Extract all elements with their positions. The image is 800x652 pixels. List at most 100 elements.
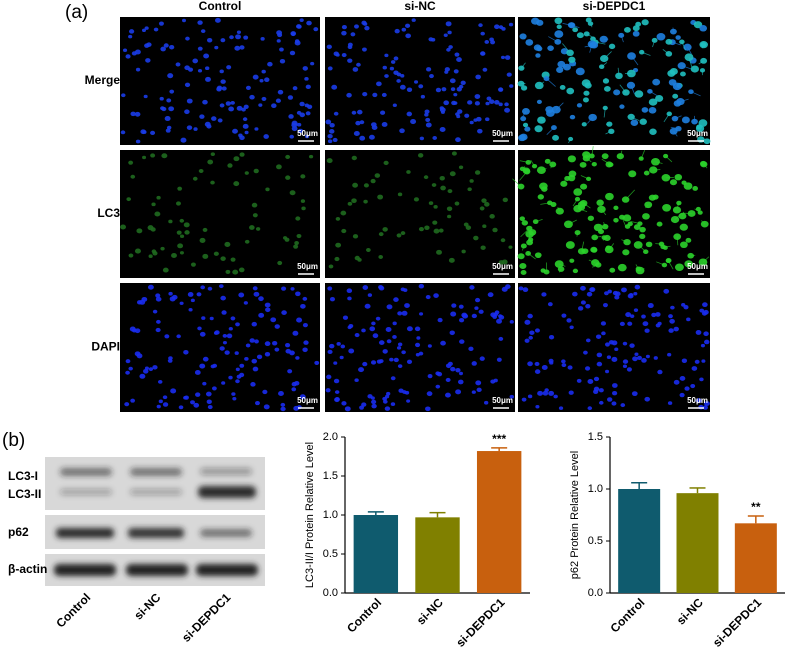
cell <box>618 32 625 38</box>
cell <box>396 233 402 238</box>
cell <box>300 174 306 179</box>
cell-process <box>630 85 635 95</box>
cell <box>206 399 212 404</box>
cell <box>258 312 265 318</box>
cell <box>258 103 263 107</box>
x-tick-label: si-DEPDC1 <box>710 595 764 649</box>
cell <box>239 45 245 50</box>
cell <box>644 328 650 333</box>
cell <box>289 50 296 56</box>
cell <box>372 333 379 339</box>
cell <box>567 365 573 370</box>
cell <box>290 32 296 37</box>
cell <box>352 182 358 188</box>
cell <box>521 397 527 402</box>
cell <box>471 390 476 394</box>
cell <box>325 119 332 125</box>
cell <box>177 243 184 249</box>
cell <box>461 249 466 254</box>
cell <box>327 133 333 139</box>
cell <box>699 377 704 382</box>
cell <box>352 67 359 72</box>
cell <box>622 341 628 346</box>
cell-process <box>522 245 525 251</box>
cell <box>296 317 303 323</box>
cell <box>217 118 223 123</box>
cell <box>334 397 340 403</box>
cell <box>386 391 391 396</box>
cell <box>519 262 527 270</box>
cell <box>393 357 399 363</box>
cell <box>691 118 698 125</box>
cell <box>477 128 483 134</box>
cell <box>168 356 173 361</box>
cell <box>289 350 295 356</box>
cell <box>225 101 231 106</box>
cell <box>450 366 456 372</box>
cell <box>657 369 663 375</box>
cell <box>327 286 333 291</box>
cell <box>359 405 365 410</box>
y-tick-label: 1.0 <box>588 483 603 495</box>
micrograph <box>325 283 515 412</box>
cell <box>475 380 482 386</box>
cell <box>401 350 406 355</box>
cell <box>180 137 187 143</box>
cell-process <box>694 208 701 213</box>
cell <box>674 263 684 272</box>
cell <box>227 163 233 168</box>
cell <box>359 120 365 125</box>
charts: 0.0 0.5 1.0 1.5 2.0 LC3-II/I Protein Relative… <box>304 431 785 650</box>
cell <box>164 334 170 339</box>
cell <box>573 188 583 196</box>
cell <box>541 186 548 192</box>
cell-process <box>583 202 591 209</box>
cell <box>385 327 392 333</box>
cell <box>401 27 407 32</box>
cell <box>327 66 333 71</box>
cell <box>202 99 208 105</box>
cell <box>122 48 128 53</box>
y-axis-label: p62 Protein Relative Level <box>569 451 581 579</box>
cell <box>175 201 181 206</box>
cell <box>233 181 240 187</box>
band <box>200 529 252 537</box>
cell-process <box>672 82 678 90</box>
cell <box>435 384 441 389</box>
cell <box>522 287 529 293</box>
cell <box>354 24 359 29</box>
cell <box>598 229 605 235</box>
cell <box>474 101 480 106</box>
cell <box>244 357 249 361</box>
cell <box>402 390 407 394</box>
cell-process <box>702 256 710 263</box>
cell <box>219 346 225 351</box>
cell <box>386 339 392 344</box>
cell <box>444 67 450 72</box>
cell <box>186 98 193 104</box>
cell-process <box>674 212 682 220</box>
cell-process <box>639 267 645 271</box>
cell <box>389 357 394 362</box>
cell <box>590 246 598 253</box>
cell <box>576 378 582 383</box>
cell <box>331 84 338 90</box>
cell <box>454 201 460 206</box>
cell <box>397 364 403 369</box>
y-tick-label: 1.5 <box>323 470 338 482</box>
cell-process <box>698 60 704 65</box>
cell <box>648 107 657 114</box>
cell-process <box>527 253 536 260</box>
cell <box>580 285 586 291</box>
cell <box>591 161 597 167</box>
cell <box>508 22 514 27</box>
cell <box>356 62 361 67</box>
cell <box>378 232 384 237</box>
cell <box>168 106 175 112</box>
cell <box>587 379 594 384</box>
cell <box>475 74 481 80</box>
cell <box>206 124 212 129</box>
cell <box>310 61 315 66</box>
cell-process <box>626 223 631 226</box>
cell <box>655 94 664 102</box>
